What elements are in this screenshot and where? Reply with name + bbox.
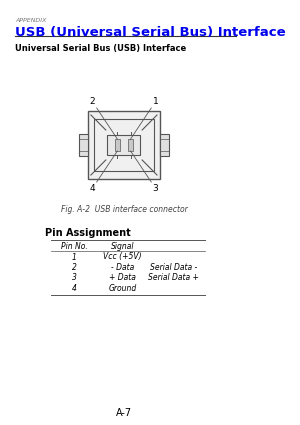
Text: 3: 3 bbox=[152, 184, 158, 193]
Text: Serial Data +: Serial Data + bbox=[148, 274, 199, 283]
Text: 1: 1 bbox=[72, 252, 77, 261]
Text: + Data: + Data bbox=[109, 274, 136, 283]
Text: Fig. A-2  USB interface connector: Fig. A-2 USB interface connector bbox=[61, 205, 187, 214]
Bar bbox=[88, 111, 160, 179]
Text: APPENDIX: APPENDIX bbox=[15, 18, 46, 23]
Text: Pin No.: Pin No. bbox=[61, 242, 88, 251]
Text: 1: 1 bbox=[152, 97, 158, 106]
Text: Serial Data -: Serial Data - bbox=[150, 263, 197, 272]
Bar bbox=[128, 139, 133, 151]
Text: 3: 3 bbox=[72, 274, 77, 283]
Text: - Data: - Data bbox=[111, 263, 134, 272]
Bar bbox=[94, 119, 154, 171]
Bar bbox=[79, 134, 88, 156]
Text: A-7: A-7 bbox=[116, 408, 132, 418]
Text: 2: 2 bbox=[90, 97, 95, 106]
Text: 2: 2 bbox=[72, 263, 77, 272]
Text: Pin Assignment: Pin Assignment bbox=[46, 228, 131, 238]
Bar bbox=[160, 134, 169, 156]
Text: Universal Serial Bus (USB) Interface: Universal Serial Bus (USB) Interface bbox=[15, 44, 186, 53]
Text: USB (Universal Serial Bus) Interface: USB (Universal Serial Bus) Interface bbox=[15, 26, 286, 39]
Text: Vcc (+5V): Vcc (+5V) bbox=[103, 252, 142, 261]
Bar bbox=[115, 139, 120, 151]
Text: Ground: Ground bbox=[108, 284, 136, 293]
Bar bbox=[107, 135, 140, 155]
Text: 4: 4 bbox=[90, 184, 95, 193]
Text: 4: 4 bbox=[72, 284, 77, 293]
Text: Signal: Signal bbox=[111, 242, 134, 251]
